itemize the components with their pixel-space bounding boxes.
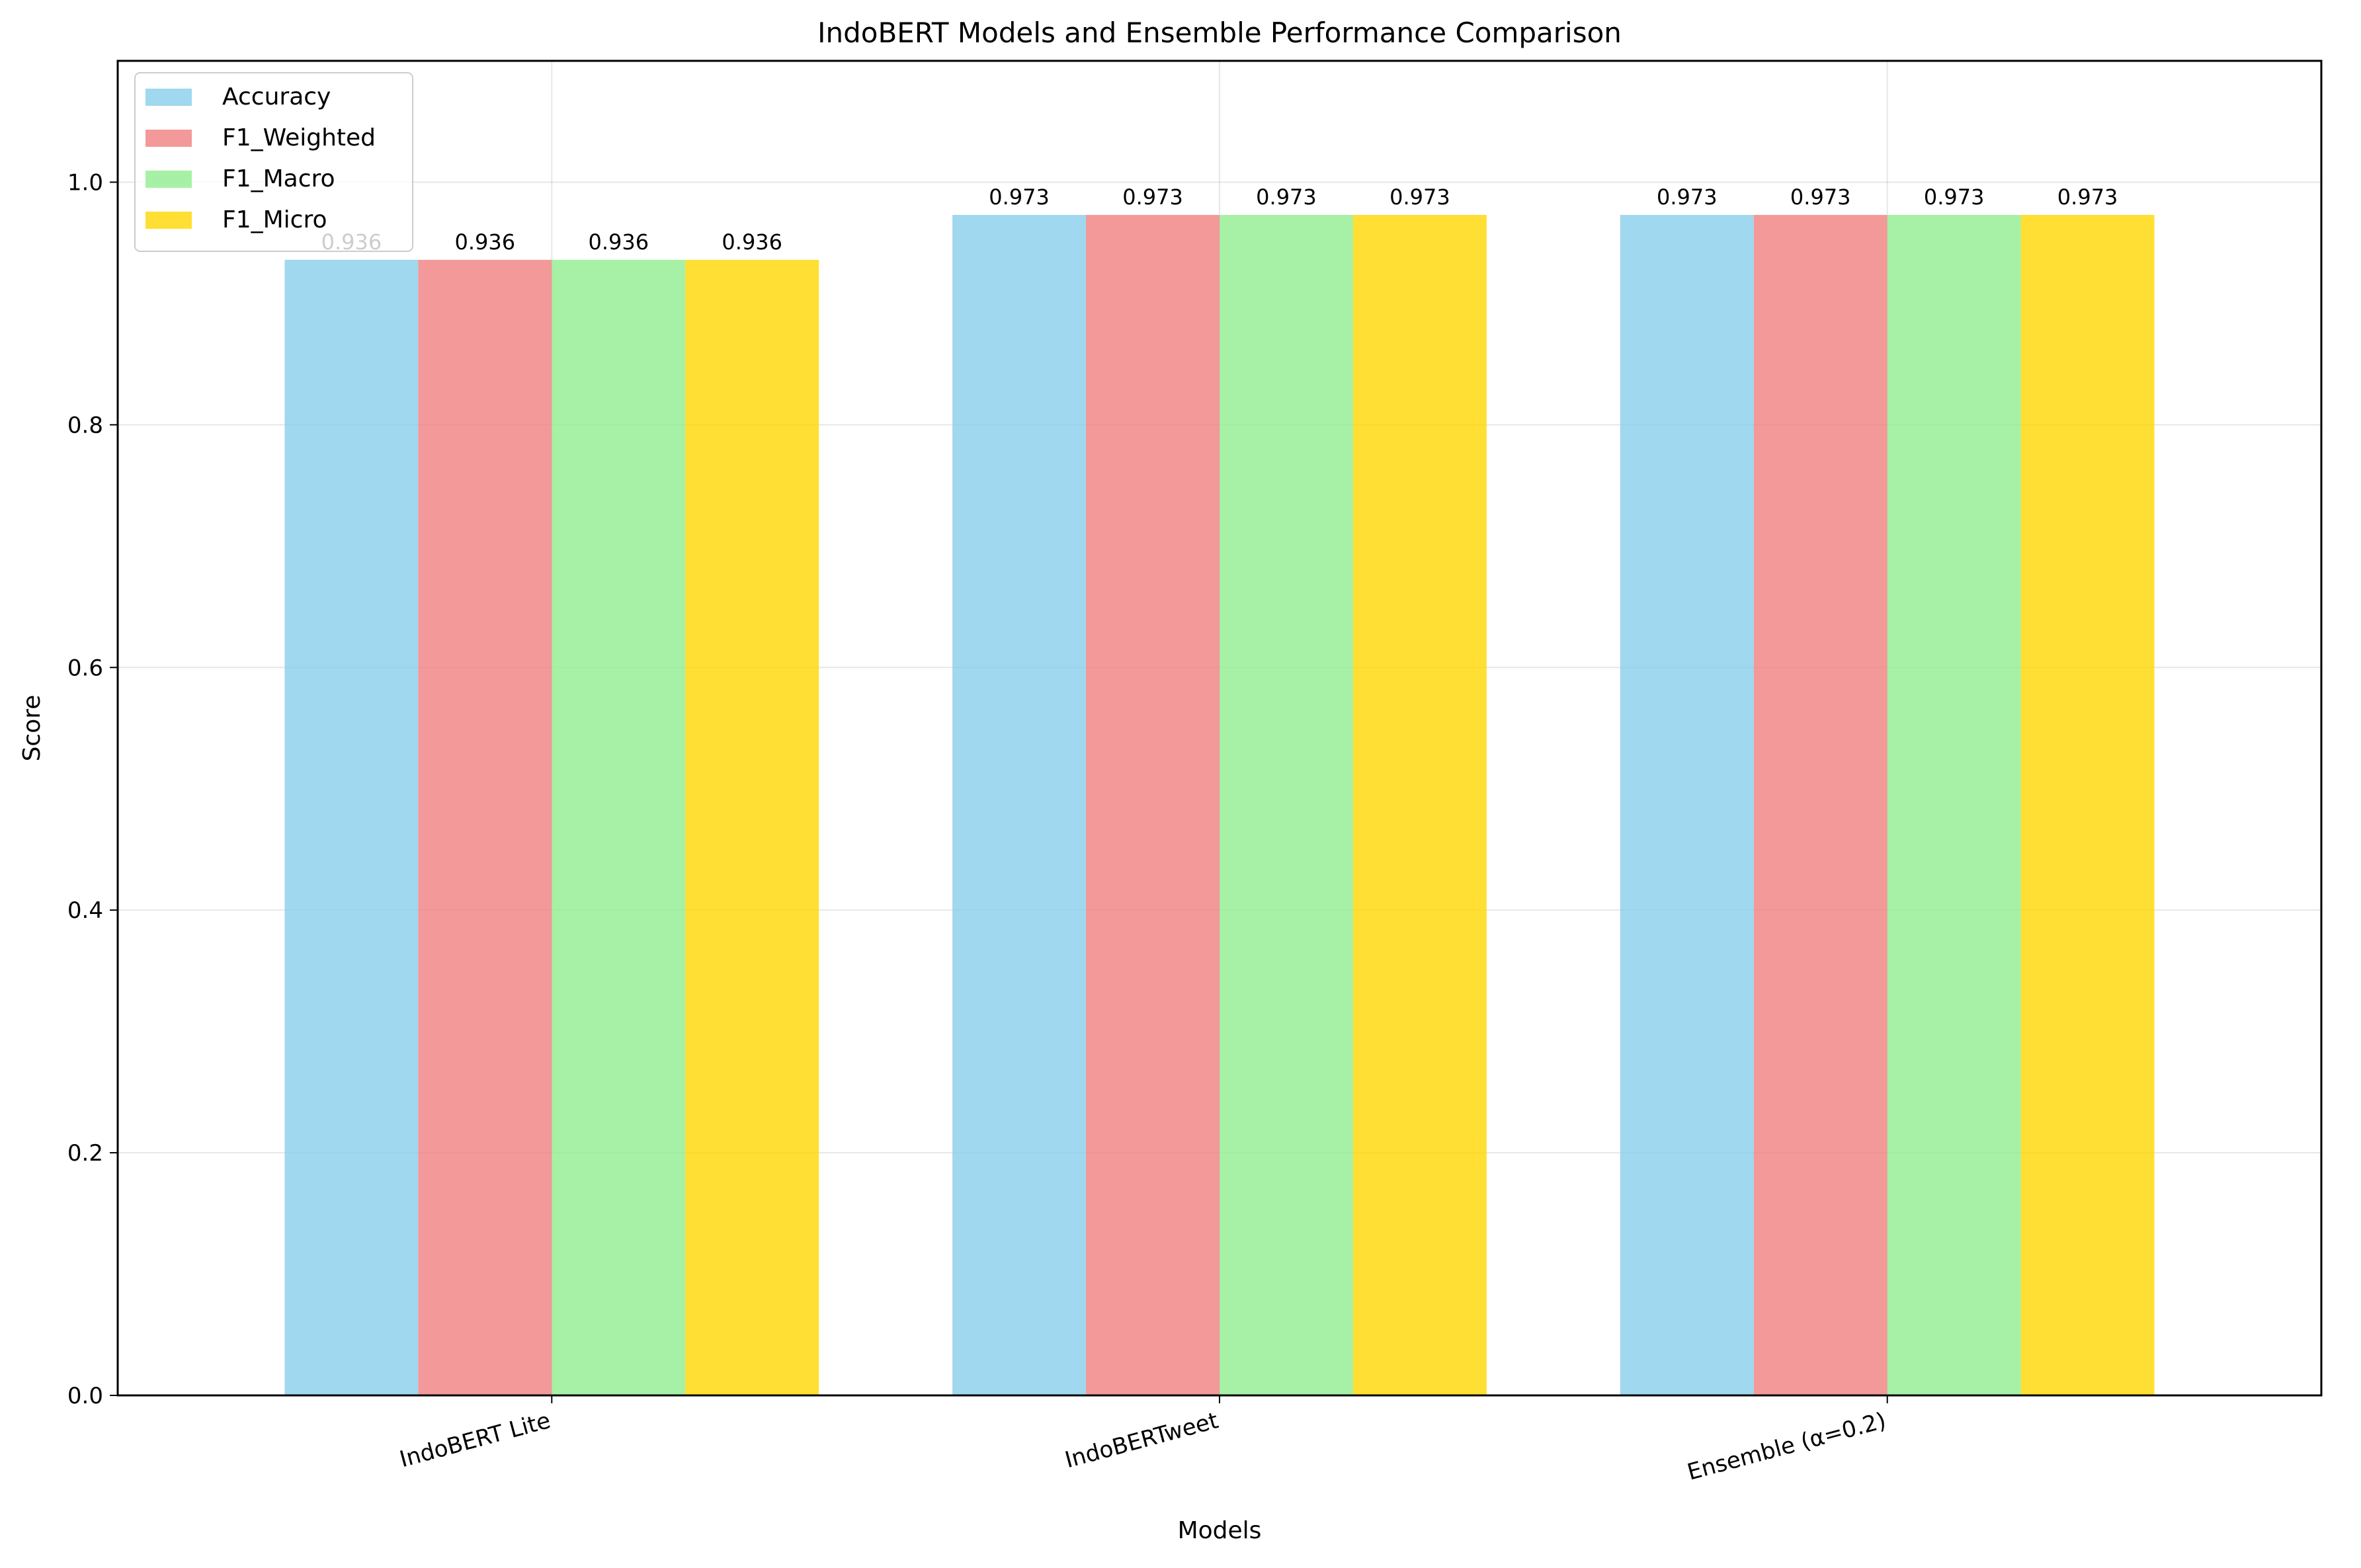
data-label: 0.973 — [1122, 185, 1183, 210]
data-label: 0.973 — [989, 185, 1050, 210]
y-tick-label: 1.0 — [67, 169, 103, 196]
data-label: 0.936 — [588, 229, 649, 255]
x-tick-label: IndoBERT Lite — [397, 1407, 554, 1473]
legend-label: F1_Weighted — [222, 124, 376, 151]
bars-layer — [284, 214, 2155, 1395]
data-label: 0.973 — [2057, 185, 2118, 210]
bar-f1-weighted — [418, 259, 552, 1395]
data-label: 0.973 — [1790, 185, 1851, 210]
legend-swatch — [145, 212, 192, 229]
bar-f1-macro — [1220, 214, 1353, 1395]
legend-swatch — [145, 89, 192, 106]
bar-f1-macro — [1887, 214, 2021, 1395]
x-tick-label: IndoBERTweet — [1062, 1407, 1221, 1473]
bar-f1-macro — [552, 259, 686, 1395]
y-axis-label: Score — [19, 695, 46, 762]
bar-accuracy — [1620, 214, 1754, 1395]
y-tick-label: 0.4 — [67, 897, 103, 924]
y-tick-label: 0.8 — [67, 412, 103, 438]
data-label: 0.973 — [1389, 185, 1450, 210]
legend-label: F1_Macro — [222, 165, 335, 192]
bar-f1-micro — [1352, 214, 1487, 1395]
legend: Accuracy F1_Weighted F1_Macro F1_Micro — [134, 72, 413, 252]
bar-f1-weighted — [1086, 214, 1220, 1395]
data-label: 0.973 — [1256, 185, 1317, 210]
bar-accuracy — [952, 214, 1087, 1395]
data-label: 0.973 — [1657, 185, 1718, 210]
data-label: 0.936 — [722, 229, 782, 255]
x-tick-label: Ensemble (α=0.2) — [1684, 1407, 1889, 1486]
legend-label: F1_Micro — [222, 206, 327, 233]
bar-f1-micro — [685, 259, 819, 1395]
legend-swatch — [145, 130, 192, 147]
x-axis: IndoBERT Lite IndoBERTweet Ensemble (α=0.2… — [397, 1395, 1889, 1486]
legend-swatch — [145, 171, 192, 188]
data-label: 0.973 — [1924, 185, 1985, 210]
y-tick-label: 0.0 — [67, 1383, 103, 1409]
y-tick-label: 0.6 — [67, 655, 103, 681]
y-tick-label: 0.2 — [67, 1140, 103, 1167]
bar-f1-weighted — [1753, 214, 1887, 1395]
data-label: 0.936 — [455, 229, 516, 255]
legend-label: Accuracy — [222, 83, 331, 110]
legend-box — [134, 72, 413, 252]
chart-title: IndoBERT Models and Ensemble Performance… — [817, 17, 1622, 49]
y-axis: 0.0 0.2 0.4 0.6 0.8 1.0 — [67, 169, 118, 1409]
x-axis-label: Models — [1178, 1517, 1262, 1544]
bar-f1-micro — [2020, 214, 2155, 1395]
bar-accuracy — [284, 259, 419, 1395]
